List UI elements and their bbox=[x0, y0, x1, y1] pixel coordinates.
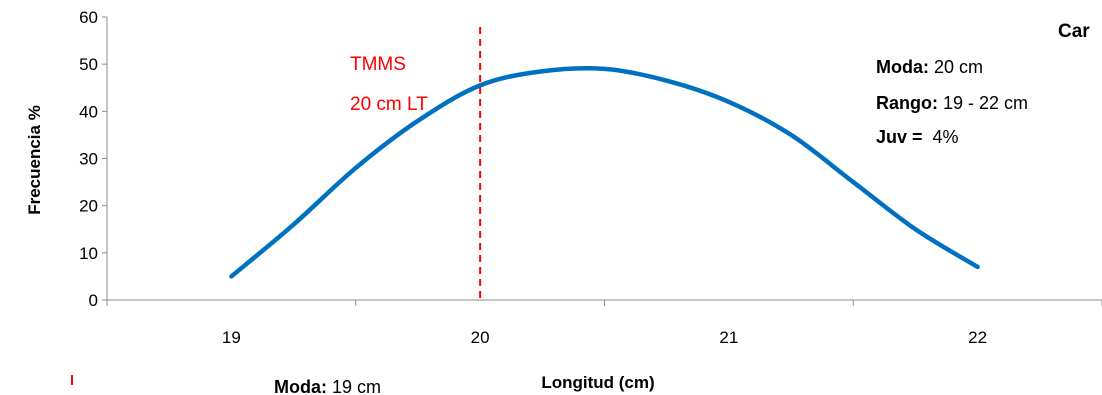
moda-label: Moda: bbox=[876, 57, 929, 77]
x-tick-label: 22 bbox=[968, 328, 987, 347]
x-tick-label: 20 bbox=[471, 328, 490, 347]
bottom-moda-label: Moda: bbox=[274, 377, 327, 395]
tmms-size-label: 20 cm LT bbox=[350, 94, 428, 115]
y-axis-title: Frecuencia % bbox=[25, 105, 44, 215]
y-tick-label: 60 bbox=[79, 8, 98, 27]
x-tick-label: 21 bbox=[719, 328, 738, 347]
rango-value: 19 - 22 cm bbox=[938, 93, 1028, 113]
y-tick-labels: 0 10 20 30 40 50 60 bbox=[79, 8, 107, 310]
x-tick-labels: 19 20 21 22 bbox=[106, 300, 1102, 347]
y-tick-label: 10 bbox=[79, 244, 98, 263]
y-tick-label: 40 bbox=[79, 102, 98, 121]
tmms-label: TMMS bbox=[350, 54, 406, 75]
y-tick-label: 20 bbox=[79, 197, 98, 216]
juv-value: 4% bbox=[923, 127, 959, 147]
y-tick-label: 50 bbox=[79, 55, 98, 74]
rango-annotation: Rango: 19 - 22 cm bbox=[876, 93, 1028, 113]
x-tick-label: 19 bbox=[222, 328, 241, 347]
y-tick-label: 0 bbox=[89, 291, 98, 310]
juv-annotation: Juv = 4% bbox=[876, 127, 959, 147]
bottom-moda-annotation: Moda: 19 cm bbox=[274, 377, 381, 395]
moda-value: 20 cm bbox=[929, 57, 983, 77]
moda-annotation: Moda: 20 cm bbox=[876, 57, 983, 77]
x-axis-title: Longitud (cm) bbox=[541, 373, 654, 392]
chart-title: Car bbox=[1058, 21, 1090, 42]
data-points bbox=[229, 67, 979, 279]
juv-label: Juv = bbox=[876, 127, 923, 147]
bottom-moda-value: 19 cm bbox=[327, 377, 381, 395]
frequency-curve bbox=[229, 65, 980, 279]
rango-label: Rango: bbox=[876, 93, 938, 113]
y-tick-label: 30 bbox=[79, 150, 98, 169]
